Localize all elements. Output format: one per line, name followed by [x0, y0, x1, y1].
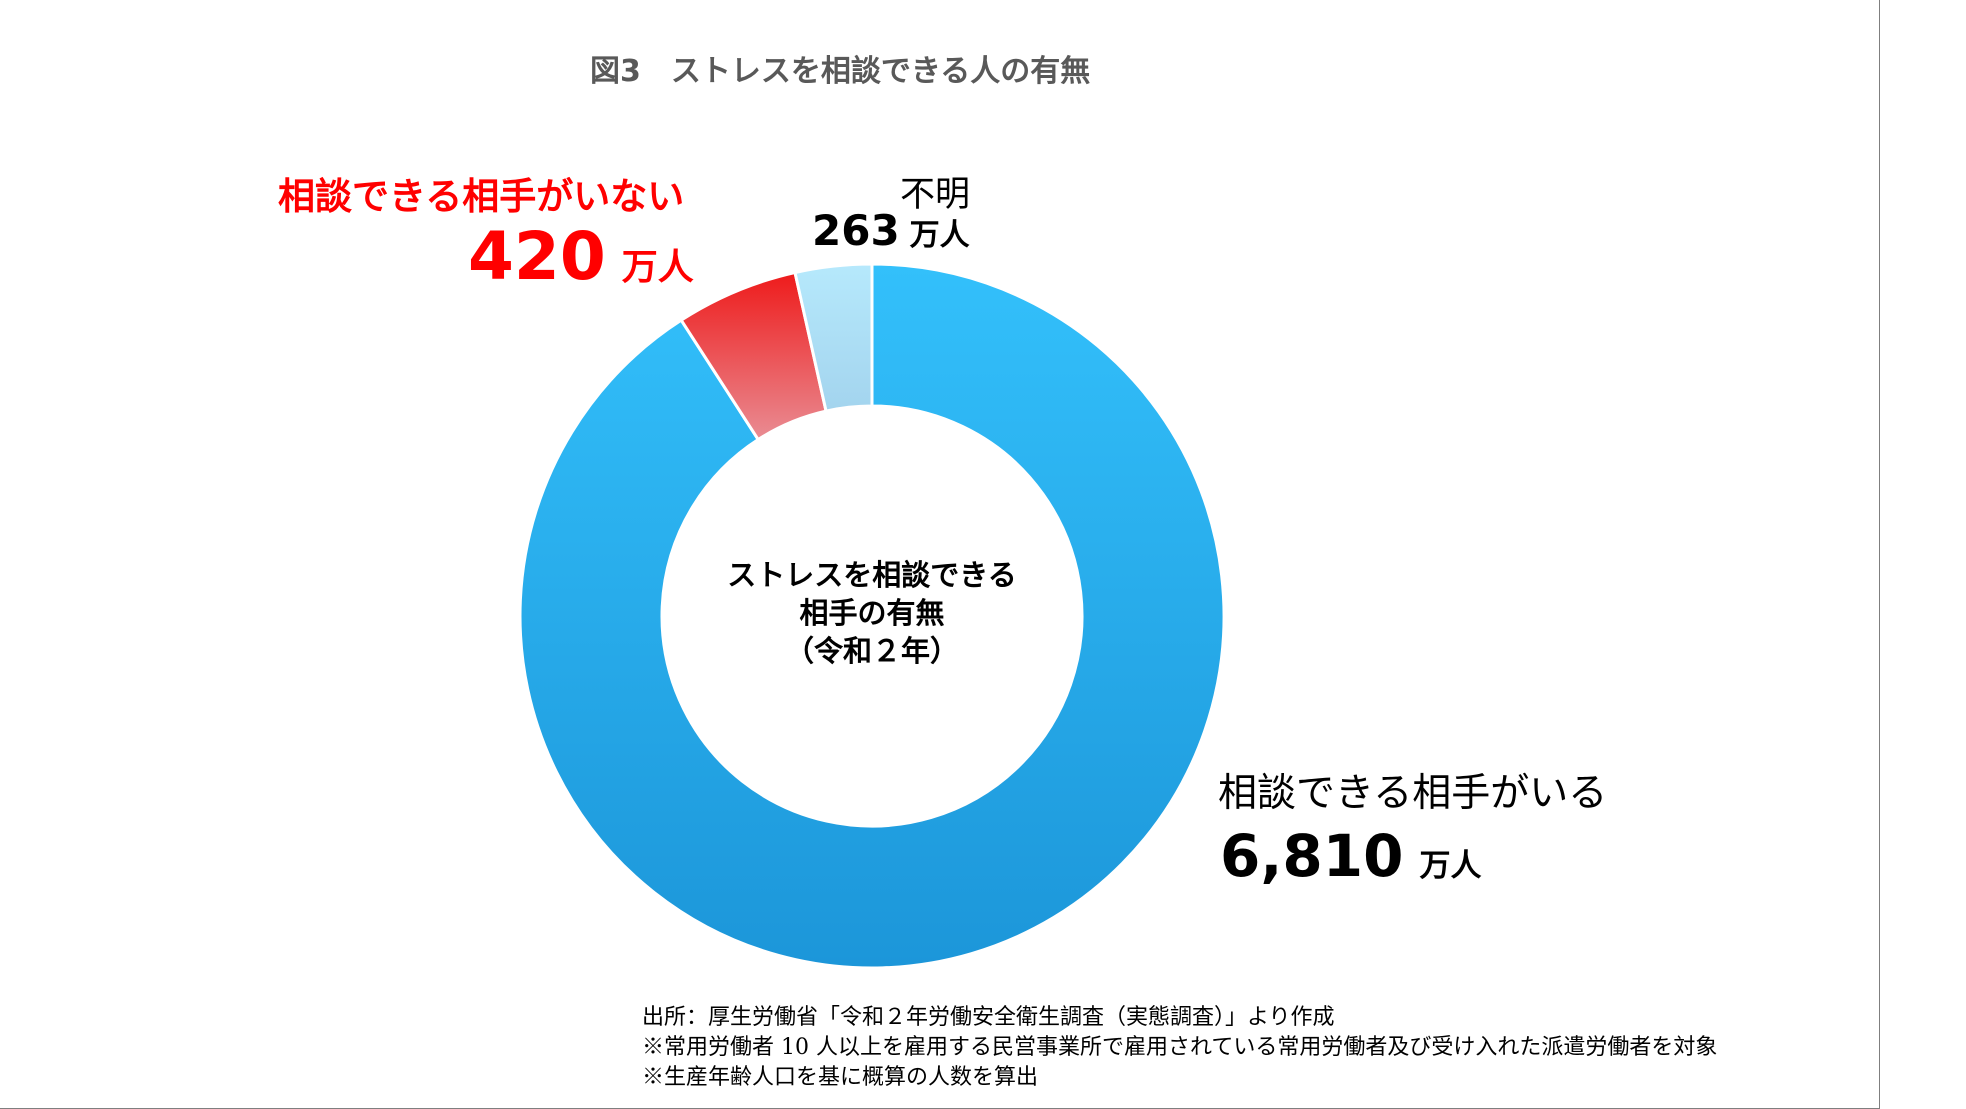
- slice-value-no-consultant: 420 万人: [468, 218, 694, 295]
- donut-center-text: ストレスを相談できる 相手の有無 （令和２年）: [672, 556, 1072, 670]
- source-notes: 出所：厚生労働省「令和２年労働安全衛生調査（実態調査）」より作成 ※常用労働者 …: [642, 1003, 1717, 1093]
- slice-value-has-consultant: 6,810 万人: [1220, 822, 1481, 890]
- value-unit: 万人: [1419, 848, 1482, 884]
- center-line: ストレスを相談できる: [727, 558, 1017, 592]
- slice-label-no-consultant: 相談できる相手がいない: [278, 175, 685, 218]
- note-line: 出所：厚生労働省「令和２年労働安全衛生調査（実態調査）」より作成: [642, 1005, 1335, 1030]
- value-number: 6,810: [1220, 822, 1404, 890]
- value-unit: 万人: [621, 247, 694, 288]
- slice-label-has-consultant: 相談できる相手がいる: [1218, 771, 1608, 816]
- chart-title: 図3 ストレスを相談できる人の有無: [590, 54, 1091, 89]
- donut-slice-has-consultant: [518, 262, 1226, 970]
- center-line: （令和２年）: [784, 634, 959, 668]
- value-number: 263: [812, 206, 900, 255]
- slice-value-unknown: 263 万人: [812, 206, 970, 255]
- note-line: ※常用労働者 10 人以上を雇用する民営事業所で雇用されている常用労働者及び受け…: [642, 1035, 1718, 1060]
- donut-slice-unknown: [793, 262, 874, 413]
- note-line: ※生産年齢人口を基に概算の人数を算出: [642, 1065, 1039, 1090]
- value-number: 420: [468, 218, 606, 295]
- slice-label-unknown: 不明: [900, 175, 971, 215]
- center-line: 相手の有無: [799, 596, 945, 630]
- value-unit: 万人: [909, 218, 970, 253]
